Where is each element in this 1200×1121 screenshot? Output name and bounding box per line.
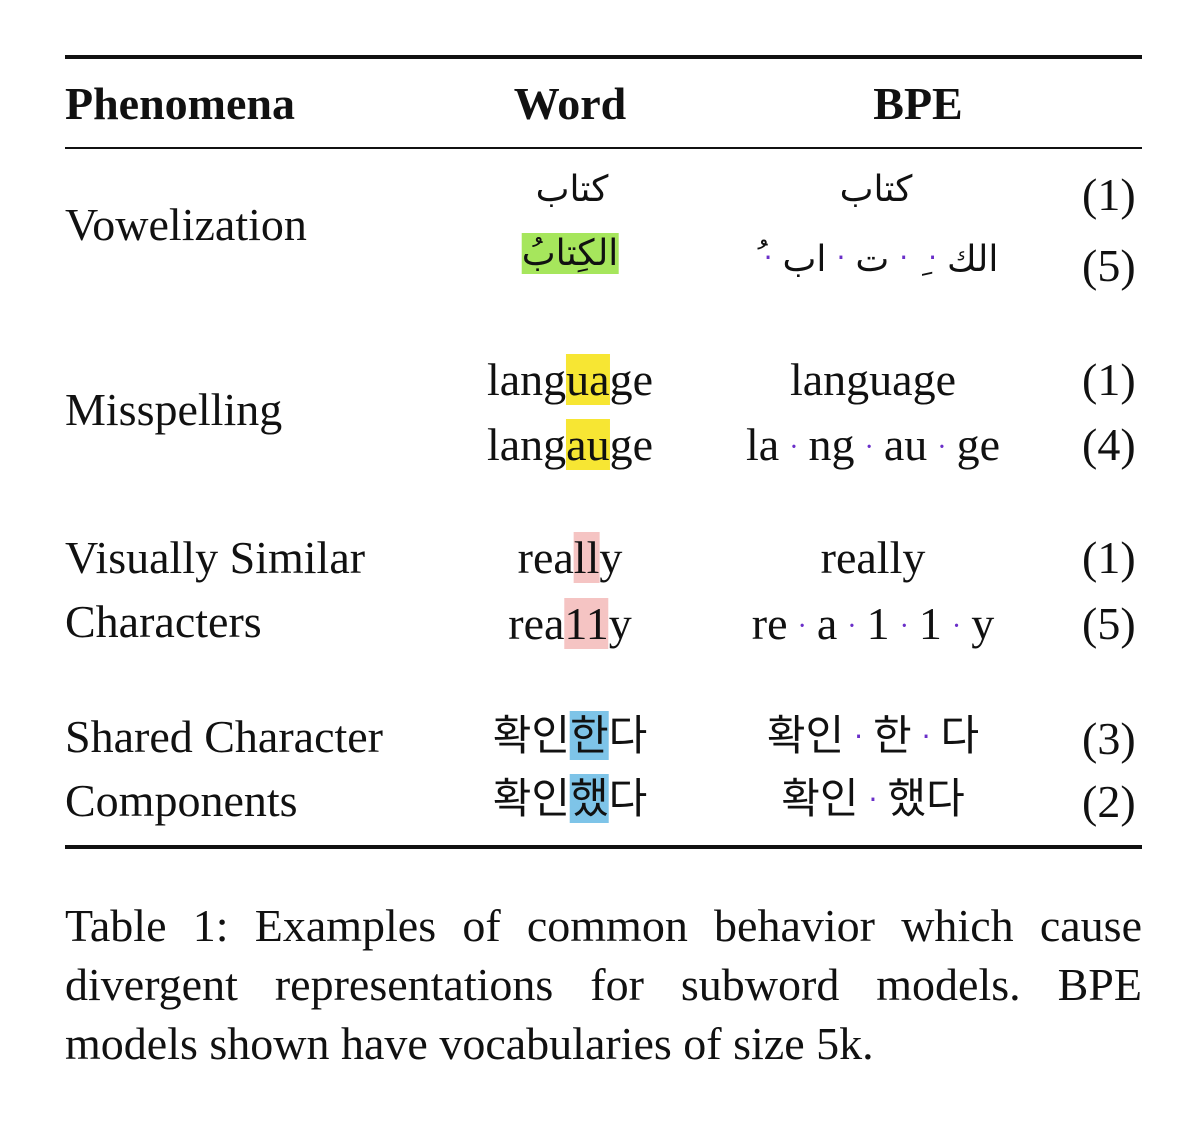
- count-cell: (1): [1082, 532, 1136, 583]
- bpe-token: 했다: [887, 774, 965, 823]
- phenomenon-visually-similar-line2: Characters: [65, 596, 262, 647]
- word-part: lang: [486, 419, 567, 470]
- phenomenon-shared-components: Shared Character: [65, 711, 384, 762]
- bpe-separator: ·: [847, 611, 857, 642]
- word-part: ge: [609, 354, 654, 405]
- count-cell: (1): [1082, 354, 1136, 405]
- count-cell: (5): [1082, 240, 1136, 291]
- bpe-separator: ·: [868, 783, 878, 816]
- bpe-separator: ·: [937, 432, 947, 463]
- bpe-cell: الك·ِ·ت·اب·ُ: [754, 232, 999, 290]
- bpe-separator: ·: [789, 432, 799, 463]
- bpe-separator: ·: [899, 611, 909, 642]
- word-part: y: [599, 532, 623, 583]
- word-cell: كتاب: [535, 169, 609, 210]
- bpe-token: ng: [808, 419, 855, 470]
- bpe-token: ت: [855, 239, 890, 280]
- count-cell: (2): [1082, 776, 1136, 827]
- phenomenon-misspelling: Misspelling: [65, 384, 283, 435]
- count-cell: (5): [1082, 598, 1136, 649]
- highlight-pink: 11: [564, 598, 609, 649]
- bpe-separator: ·: [836, 241, 846, 274]
- highlight-green: الكِتابُ: [521, 233, 619, 274]
- bpe-separator: ·: [763, 241, 773, 274]
- bpe-token: y: [971, 598, 995, 649]
- table-header-rule: [65, 147, 1142, 149]
- bpe-token: 확인: [766, 711, 845, 760]
- word-part: 확인: [492, 774, 570, 823]
- word-part: ge: [609, 419, 654, 470]
- bpe-separator: ·: [951, 611, 962, 642]
- bpe-cell: language: [789, 354, 957, 405]
- bpe-cell: really: [820, 532, 926, 583]
- word-cell: rea11y: [508, 596, 632, 652]
- bpe-token: ge: [956, 419, 1001, 470]
- bpe-token: la: [745, 419, 780, 470]
- count-cell: (4): [1082, 419, 1136, 470]
- header-word: Word: [513, 78, 627, 129]
- word-cell: الكِتابُ: [521, 226, 619, 282]
- bpe-token: 1: [918, 598, 942, 649]
- bpe-cell: كتاب: [839, 169, 913, 210]
- phenomenon-shared-components-line2: Components: [65, 775, 298, 826]
- table-bottom-rule: [65, 845, 1142, 849]
- bpe-separator: ·: [899, 241, 909, 274]
- bpe-token: re: [751, 598, 788, 649]
- word-cell: 확인한다: [492, 708, 648, 764]
- header-bpe: BPE: [873, 78, 963, 129]
- phenomenon-visually-similar: Visually Similar: [65, 532, 366, 583]
- word-part: rea: [508, 598, 565, 649]
- highlight-blue: 했: [570, 774, 609, 823]
- word-cell: 확인했다: [492, 771, 648, 827]
- header-phenomena: Phenomena: [65, 78, 295, 129]
- bpe-separator: ·: [864, 432, 874, 463]
- bpe-token: الك: [947, 239, 999, 280]
- bpe-token: 확인: [781, 774, 859, 823]
- bpe-separator: ·: [928, 241, 938, 274]
- bpe-token: 1: [866, 598, 890, 649]
- highlight-pink: ll: [573, 532, 600, 583]
- bpe-separator: ·: [797, 611, 807, 642]
- word-part: rea: [517, 532, 574, 583]
- bpe-token: 다: [940, 711, 980, 760]
- highlight-yellow: au: [566, 419, 610, 470]
- word-part: y: [608, 598, 632, 649]
- phenomenon-vowelization: Vowelization: [65, 199, 307, 250]
- bpe-token: اب: [782, 239, 827, 280]
- word-part: 확인: [492, 711, 570, 760]
- word-cell: language: [487, 352, 653, 408]
- word-part: lang: [486, 354, 567, 405]
- bpe-token: au: [883, 419, 928, 470]
- word-cell: really: [517, 530, 623, 586]
- word-part: 다: [608, 774, 648, 823]
- table-caption: Table 1: Examples of common behavior whi…: [65, 900, 1142, 1069]
- bpe-token: a: [816, 598, 838, 649]
- table-top-rule: [65, 55, 1142, 59]
- bpe-token: 한: [873, 711, 912, 760]
- bpe-cell: 확인 · 한 · 다: [767, 708, 979, 769]
- bpe-cell: re · a · 1 · 1 · y: [752, 596, 994, 659]
- bpe-separator: ·: [921, 720, 931, 753]
- highlight-blue: 한: [570, 711, 609, 760]
- count-cell: (1): [1082, 169, 1136, 220]
- highlight-yellow: ua: [566, 354, 610, 405]
- word-part: 다: [608, 711, 648, 760]
- bpe-cell: la · ng · au · ge: [746, 417, 1000, 480]
- word-cell: langauge: [487, 417, 653, 473]
- bpe-cell: 확인 · 했다: [781, 771, 964, 832]
- bpe-separator: ·: [854, 720, 863, 753]
- count-cell: (3): [1082, 713, 1136, 764]
